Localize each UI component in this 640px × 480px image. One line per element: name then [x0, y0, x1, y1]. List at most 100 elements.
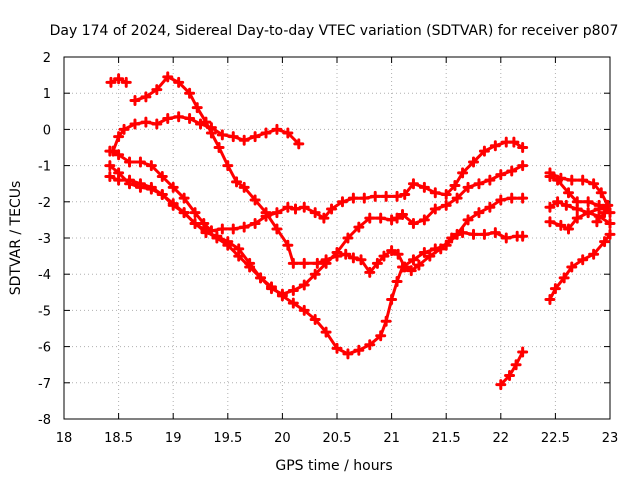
y-tick-label: 2	[43, 51, 51, 66]
data-point	[287, 284, 299, 296]
data-point	[105, 76, 117, 88]
x-tick-label: 21	[383, 431, 400, 446]
data-point	[320, 257, 332, 269]
data-point	[145, 183, 157, 195]
data-point	[311, 257, 323, 269]
data-point	[468, 228, 479, 240]
data-point	[260, 210, 272, 222]
data-point	[418, 214, 430, 226]
data-point	[113, 131, 125, 143]
x-tick-label: 19	[165, 431, 182, 446]
data-point	[104, 145, 116, 157]
data-point	[386, 294, 398, 306]
data-point	[495, 194, 507, 206]
data-point	[604, 218, 616, 230]
data-point	[517, 160, 529, 172]
data-point	[544, 170, 556, 182]
data-point	[407, 178, 419, 190]
grid	[64, 57, 610, 419]
data-point	[184, 113, 196, 125]
series-s9	[544, 196, 616, 230]
x-tick-label: 19.5	[213, 431, 242, 446]
data-point	[231, 176, 243, 188]
data-point	[582, 196, 594, 208]
data-point	[145, 160, 157, 172]
data-point	[371, 257, 383, 269]
data-point	[282, 127, 294, 139]
data-point	[418, 246, 430, 258]
data-point	[558, 272, 570, 284]
data-point	[457, 167, 469, 179]
y-tick-label: -7	[38, 377, 51, 392]
x-tick-label: 20	[274, 431, 291, 446]
data-point	[222, 239, 234, 251]
data-point	[517, 230, 529, 242]
data-point	[577, 254, 589, 266]
y-tick-label: -4	[38, 268, 51, 283]
data-point	[290, 203, 302, 215]
data-point	[255, 272, 267, 284]
series-s4	[104, 136, 529, 237]
data-point	[386, 214, 398, 226]
y-axis-label: SDTVAR / TECUs	[8, 181, 24, 296]
data-point	[413, 259, 425, 271]
data-point	[358, 192, 370, 204]
data-point	[462, 214, 474, 226]
data-point	[205, 122, 217, 134]
data-point	[298, 257, 310, 269]
data-point	[484, 174, 496, 186]
data-point	[198, 218, 210, 230]
data-point	[555, 219, 567, 231]
data-point	[342, 232, 354, 244]
data-point	[167, 199, 179, 211]
data-point	[391, 275, 403, 287]
data-point	[189, 207, 201, 219]
data-point	[309, 268, 321, 280]
data-point	[593, 199, 605, 211]
data-point	[484, 201, 496, 213]
data-point	[156, 170, 168, 182]
data-point	[399, 189, 411, 201]
data-point	[582, 207, 594, 219]
data-point	[364, 212, 376, 224]
x-tick-label: 22.5	[541, 431, 570, 446]
data-point	[566, 261, 578, 273]
data-point	[249, 194, 261, 206]
data-point	[140, 116, 152, 128]
data-point	[195, 118, 206, 130]
data-point	[566, 174, 578, 186]
data-point	[375, 212, 387, 224]
data-point	[353, 221, 365, 233]
x-tick-label: 18	[56, 431, 73, 446]
series-line	[499, 350, 525, 387]
data-point	[397, 261, 409, 273]
data-point	[424, 250, 436, 262]
data-point	[392, 248, 404, 260]
data-point	[140, 91, 152, 103]
data-point	[355, 254, 367, 266]
series-s6	[104, 160, 529, 360]
y-tick-label: 1	[43, 87, 51, 102]
axis-ticks	[63, 56, 611, 420]
data-point	[451, 192, 463, 204]
data-point	[571, 196, 583, 208]
data-point	[508, 136, 520, 148]
data-point	[271, 223, 283, 235]
data-point	[184, 87, 196, 99]
data-point	[271, 123, 283, 135]
data-point	[500, 232, 512, 244]
data-point	[191, 102, 203, 114]
data-point	[298, 279, 310, 291]
data-point	[588, 178, 600, 190]
data-point	[298, 304, 310, 316]
y-tick-label: 0	[43, 123, 51, 138]
data-point	[407, 254, 419, 266]
data-point	[216, 223, 228, 235]
data-point	[298, 201, 310, 213]
data-point	[287, 297, 299, 309]
data-point	[429, 203, 441, 215]
data-point	[517, 142, 529, 153]
data-point	[364, 266, 376, 278]
data-point	[336, 196, 348, 208]
chart-title: Day 174 of 2024, Sidereal Day-to-day VTE…	[50, 23, 619, 39]
